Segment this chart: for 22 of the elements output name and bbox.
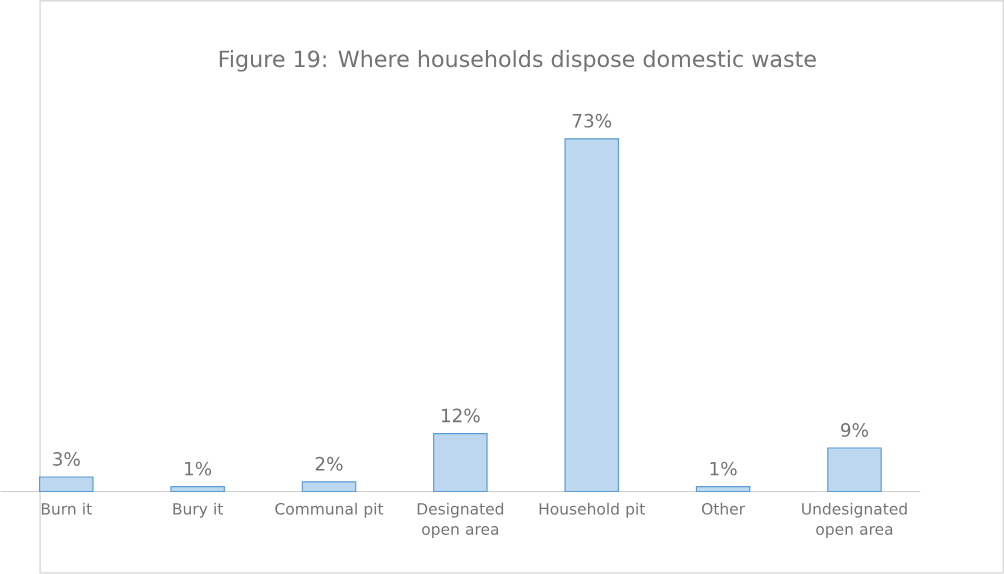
data-label: 2% [315,456,343,471]
data-label: 3% [53,452,80,467]
data-label: 1% [185,461,212,476]
x-tick-label: Household pit [539,502,645,518]
bar [564,138,619,493]
x-tick-label: Bury it [173,502,223,518]
x-tick-label: Designated open area [417,502,504,539]
bar [827,447,882,493]
x-tick-label: Other [702,502,746,515]
chart-title: Figure 19: Where households dispose domestic waste [219,50,816,72]
bar [301,481,357,493]
data-label: 73% [572,113,612,128]
data-label: 9% [841,423,868,438]
bar [433,433,488,493]
data-label: 12% [441,408,480,423]
bar [695,486,751,493]
x-tick-label: Burn it [41,502,92,515]
data-label: 1% [710,461,737,476]
x-tick-label: Communal pit [275,502,384,518]
bar [170,486,225,493]
x-tick-label: Undesignated open area [802,502,907,539]
bar [39,476,94,493]
